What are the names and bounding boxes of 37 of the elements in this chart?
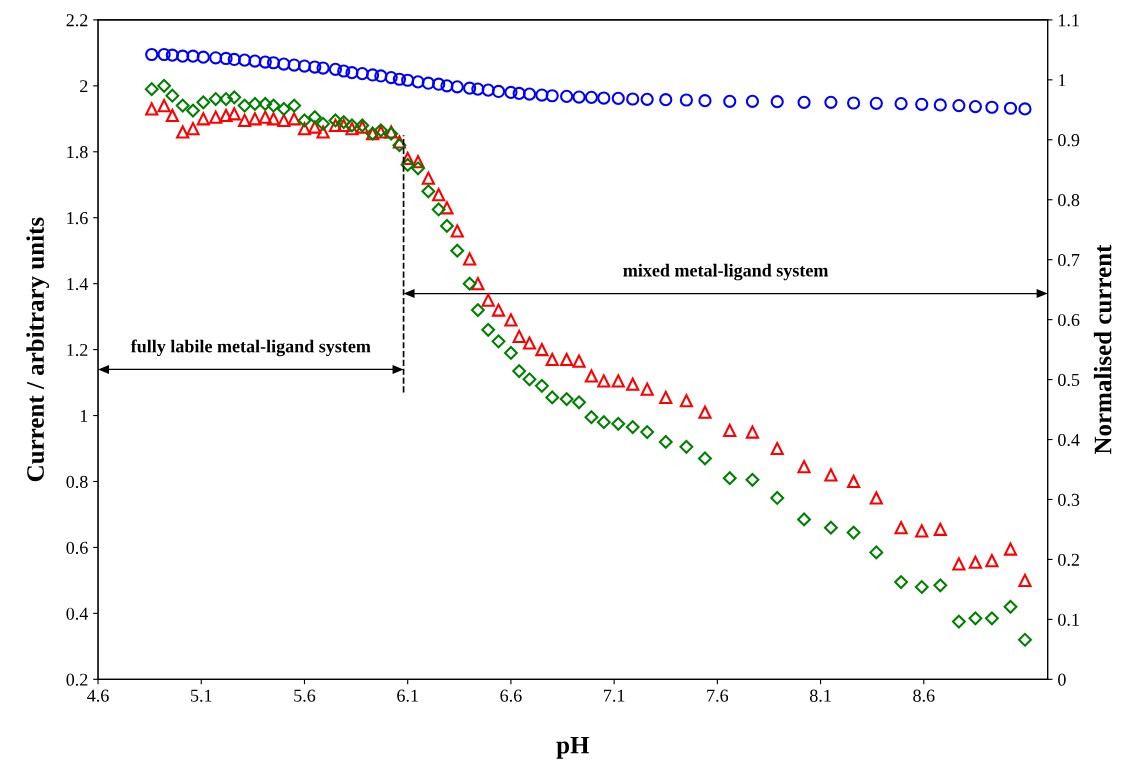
y2-tick-label: 1.1 (1058, 14, 1079, 27)
x-tick-label: 5.6 (294, 689, 316, 702)
y2-tick-label: 0.4 (1058, 433, 1080, 447)
x-tick-label: 6.1 (397, 689, 418, 702)
x-tick-label: 4.6 (87, 689, 109, 702)
y-tick-label: 2.2 (66, 14, 88, 27)
x-tick-label: 8.6 (913, 689, 935, 702)
y-tick-label: 0.4 (66, 607, 89, 620)
y-tick-label: 0.2 (66, 673, 88, 686)
x-tick-label: 8.1 (809, 689, 831, 702)
y2-tick-label: 0.5 (1058, 373, 1080, 387)
y-tick-label: 1.4 (67, 278, 89, 291)
y2-tick-label: 0.8 (1058, 193, 1080, 207)
x-tick-label: 7.6 (707, 689, 729, 702)
y-tick-label: 1.2 (67, 343, 88, 357)
y2-tick-label: 0 (1058, 673, 1066, 686)
y2-tick-label: 0.3 (1058, 493, 1080, 506)
y-tick-label: 1 (80, 409, 88, 422)
x-axis-title: pH (556, 736, 590, 759)
y-tick-label: 1.6 (67, 212, 88, 225)
x-tick-label: 7.1 (604, 689, 625, 702)
y-tick-label: 0.8 (66, 475, 88, 489)
y2-tick-label: 0.7 (1058, 253, 1080, 267)
y2-tick-label: 0.6 (1058, 313, 1080, 327)
y-tick-label: 1.8 (67, 146, 88, 159)
y-axis-title: Current / arbitrary units (26, 217, 50, 482)
x-tick-label: 6.6 (500, 689, 522, 702)
y2-tick-label: 0.9 (1058, 134, 1080, 147)
annotation: mixed metal-ligand system (623, 263, 829, 281)
x-tick-label: 5.1 (191, 689, 212, 702)
y2-tick-label: 0.2 (1058, 553, 1079, 566)
y-tick-label: 0.6 (66, 541, 88, 554)
y2-axis-title: Normalised current (1093, 244, 1112, 455)
annotation: fully labile metal-ligand system (130, 339, 371, 357)
y2-tick-label: 0.1 (1058, 613, 1079, 626)
y-tick-label: 2 (80, 80, 88, 93)
y2-tick-label: 1 (1058, 74, 1066, 87)
